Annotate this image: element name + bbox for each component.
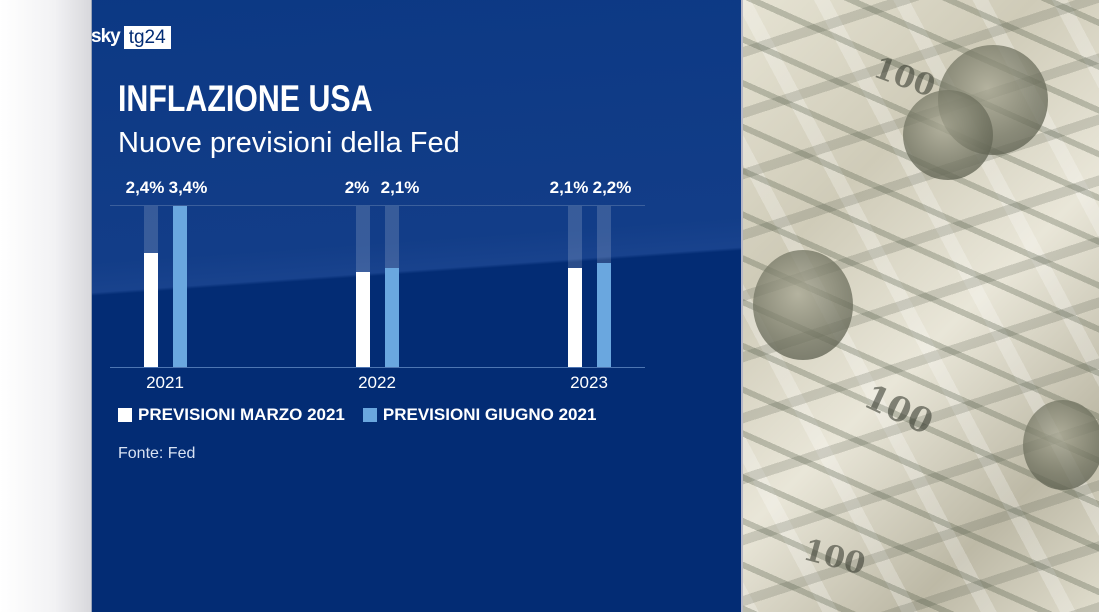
- legend-item-march: PREVISIONI MARZO 2021: [118, 405, 345, 425]
- value-label: 2,4%: [125, 178, 165, 197]
- panel-background-band: [92, 0, 741, 612]
- bar-june-2021: [173, 206, 187, 367]
- chart-subtitle: Nuove previsioni della Fed: [118, 127, 460, 159]
- x-axis-baseline: [110, 367, 645, 368]
- sky-tg24-logo: sky tg24: [91, 25, 171, 49]
- legend-label-june: PREVISIONI GIUGNO 2021: [382, 405, 597, 424]
- legend-swatch-march: [118, 408, 132, 422]
- logo-tg24: tg24: [123, 25, 171, 49]
- x-axis-label: 2022: [358, 373, 396, 392]
- legend-swatch-june: [362, 408, 377, 422]
- legend-item-june: PREVISIONI GIUGNO 2021: [362, 405, 597, 425]
- x-axis-label: 2021: [146, 373, 184, 392]
- value-label: 2,1%: [380, 178, 420, 197]
- portrait-2: [903, 90, 993, 180]
- portrait-4: [1023, 400, 1099, 490]
- value-label: 3,4%: [168, 178, 208, 197]
- chart-legend: PREVISIONI MARZO 2021 PREVISIONI GIUGNO …: [118, 405, 614, 425]
- legend-label-march: PREVISIONI MARZO 2021: [138, 405, 345, 424]
- top-gridline: [110, 205, 645, 206]
- bar-march-2022: [356, 272, 370, 367]
- value-label: 2%: [344, 178, 370, 197]
- x-axis-label: 2023: [570, 373, 608, 392]
- chart-title: INFLAZIONE USA: [118, 78, 373, 119]
- value-label: 2,2%: [592, 178, 632, 197]
- portrait-3: [753, 250, 853, 360]
- bar-june-2022: [385, 267, 399, 367]
- bar-june-2023: [597, 262, 611, 367]
- bar-march-2021: [144, 253, 158, 367]
- left-margin: [0, 0, 91, 612]
- logo-sky: sky: [91, 26, 121, 47]
- source-note: Fonte: Fed: [118, 445, 196, 462]
- chart-panel: [91, 0, 741, 612]
- dollar-bills-photo: 100 100 100: [741, 0, 1099, 612]
- value-label: 2,1%: [549, 178, 589, 197]
- bar-march-2023: [568, 267, 582, 367]
